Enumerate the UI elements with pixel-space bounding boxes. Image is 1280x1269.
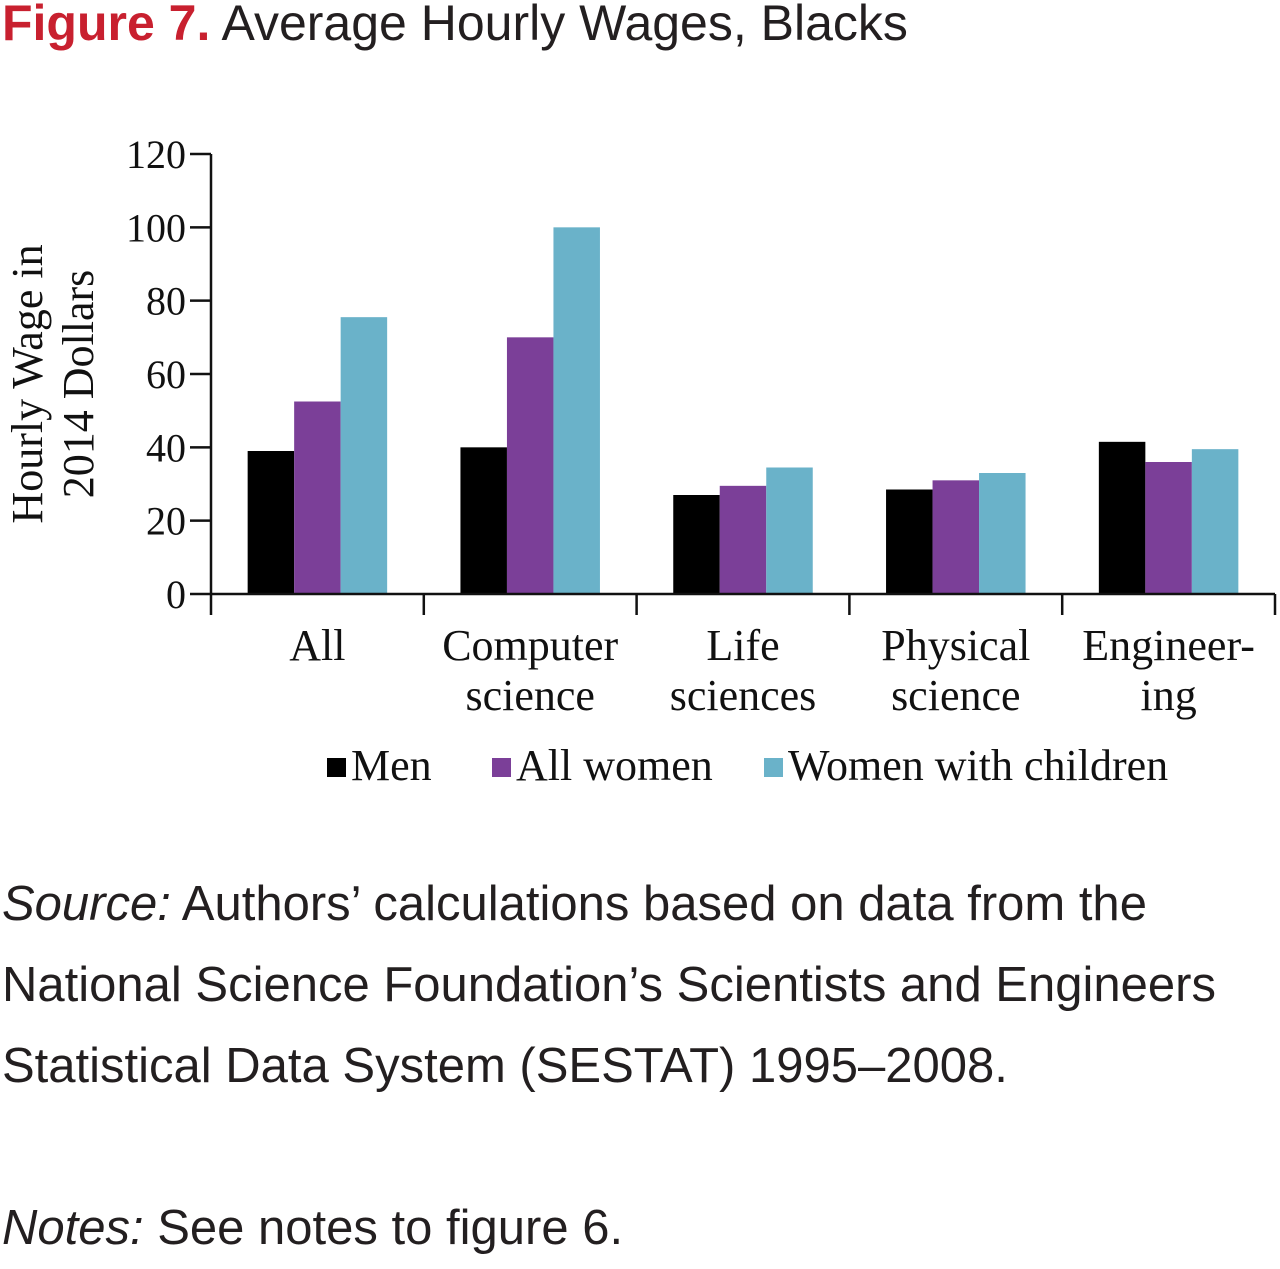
x-tick-label: Physical — [881, 621, 1030, 670]
y-axis-title-line: Hourly Wage in — [3, 244, 52, 523]
x-tick-label: science — [891, 671, 1020, 720]
figure-title: Figure 7. Average Hourly Wages, Blacks — [2, 0, 908, 52]
figure-title-text: Average Hourly Wages, Blacks — [221, 0, 908, 51]
y-tick-label: 0 — [166, 572, 186, 617]
x-tick-label: Life — [706, 621, 779, 670]
bar-women-with-children-engineer-ing — [1191, 449, 1239, 594]
notes-text: See notes to figure 6. — [157, 1201, 624, 1255]
legend-label-men: Men — [351, 741, 432, 790]
legend-label-all-women: All women — [516, 741, 713, 790]
y-tick-label: 60 — [146, 352, 186, 397]
bar-all-women-physical-science — [932, 480, 980, 594]
x-tick-label: Engineer- — [1082, 621, 1255, 670]
y-tick-label: 80 — [146, 279, 186, 324]
bar-men-physical-science — [886, 489, 933, 594]
axes — [190, 152, 1277, 615]
y-tick-labels: 0 20 40 60 80 100 120 — [126, 132, 186, 617]
bar-women-with-children-computer-science — [553, 227, 600, 594]
bar-group — [247, 227, 1239, 594]
bar-men-life-sciences — [673, 495, 720, 594]
legend-swatch-women-with-children — [764, 758, 783, 777]
legend: Men All women Women with children — [327, 741, 1168, 790]
legend-swatch-all-women — [492, 758, 511, 777]
bar-men-engineer-ing — [1098, 441, 1146, 594]
figure-label: Figure 7. — [2, 0, 211, 51]
y-axis-title: Hourly Wage in 2014 Dollars — [3, 244, 103, 523]
bar-women-with-children-all — [340, 317, 388, 594]
y-tick-label: 20 — [146, 499, 186, 544]
bar-women-with-children-physical-science — [979, 473, 1026, 594]
bar-all-women-life-sciences — [719, 485, 767, 594]
notes-note: Notes: See notes to figure 6. — [2, 1188, 623, 1269]
source-text: Authors’ calculations based on data from… — [2, 877, 1216, 1093]
x-tick-labels: All ComputerscienceLifesciencesPhysicalsc… — [289, 621, 1255, 720]
y-tick-label: 40 — [146, 425, 186, 470]
source-note: Source: Authors’ calculations based on d… — [2, 864, 1277, 1107]
x-tick-label: Computer — [442, 621, 618, 670]
y-axis-title-line: 2014 Dollars — [54, 270, 103, 499]
y-tick-label: 100 — [126, 205, 186, 250]
bar-men-all — [247, 451, 295, 594]
bar-all-women-engineer-ing — [1145, 462, 1192, 594]
x-tick-label: All — [289, 621, 345, 670]
bar-men-computer-science — [460, 447, 507, 594]
y-tick-label: 120 — [126, 132, 186, 177]
bar-all-women-computer-science — [506, 337, 554, 594]
source-label: Source: — [2, 877, 171, 931]
x-tick-label: ing — [1140, 671, 1196, 720]
bar-all-women-all — [294, 401, 341, 594]
x-tick-label: science — [465, 671, 594, 720]
legend-swatch-men — [327, 758, 346, 777]
bar-women-with-children-life-sciences — [766, 467, 813, 594]
legend-label-women-with-children: Women with children — [788, 741, 1168, 790]
notes-label: Notes: — [2, 1201, 144, 1255]
x-tick-label: sciences — [670, 671, 817, 720]
